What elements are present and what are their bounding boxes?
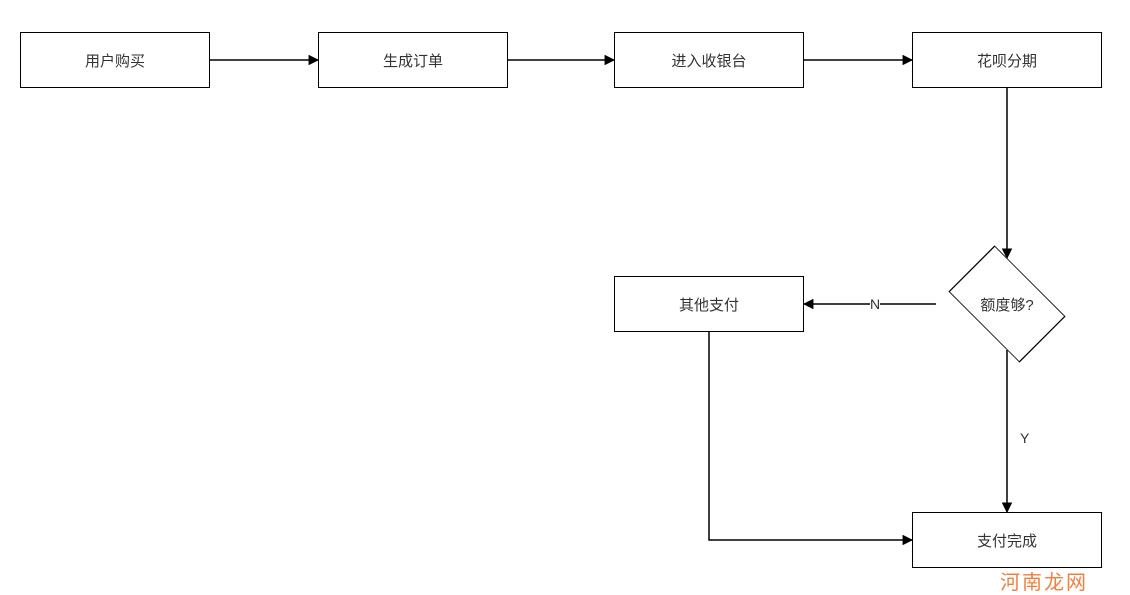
- edge-label-n: N: [870, 296, 880, 312]
- node-cashier: 进入收银台: [614, 32, 804, 88]
- node-other-pay: 其他支付: [614, 276, 804, 332]
- node-pay-done: 支付完成: [912, 512, 1102, 568]
- edge-e7: [709, 332, 912, 540]
- node-label: 生成订单: [383, 50, 443, 71]
- node-label: 进入收银台: [671, 50, 746, 71]
- node-label: 额度够?: [936, 258, 1078, 350]
- node-label: 花呗分期: [977, 50, 1037, 71]
- edge-label-y: Y: [1020, 430, 1029, 446]
- node-label: 支付完成: [977, 530, 1037, 551]
- node-user-buy: 用户购买: [20, 32, 210, 88]
- node-label: 其他支付: [679, 294, 739, 315]
- watermark-text: 河南龙网: [1000, 566, 1088, 595]
- node-quota: 额度够?: [936, 258, 1078, 350]
- node-label: 用户购买: [85, 50, 145, 71]
- node-gen-order: 生成订单: [318, 32, 508, 88]
- node-huabei: 花呗分期: [912, 32, 1102, 88]
